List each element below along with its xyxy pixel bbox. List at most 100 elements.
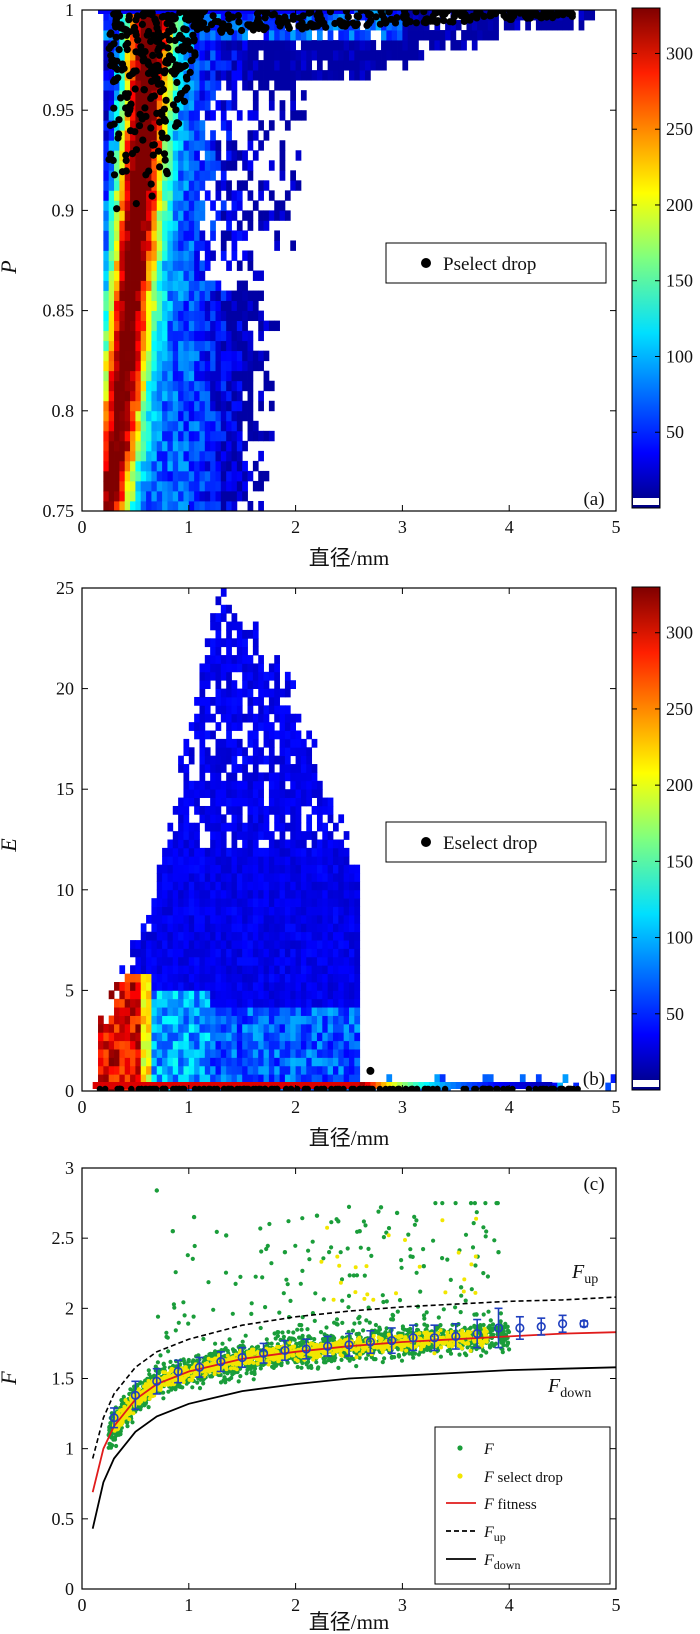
heatmap-cell bbox=[327, 923, 334, 933]
heatmap-cell bbox=[188, 110, 195, 121]
heatmap-cell bbox=[178, 822, 184, 832]
select-drop-point bbox=[261, 14, 269, 22]
heatmap-cell bbox=[338, 60, 345, 71]
heatmap-cell bbox=[140, 240, 147, 251]
heatmap-cell bbox=[252, 856, 259, 866]
heatmap-cell bbox=[290, 110, 296, 121]
heatmap-cell bbox=[172, 320, 179, 332]
heatmap-cell bbox=[172, 965, 179, 975]
heatmap-cell bbox=[172, 839, 179, 849]
heatmap-cell bbox=[247, 1065, 254, 1075]
heatmap-cell bbox=[220, 923, 227, 933]
heatmap-cell bbox=[263, 705, 270, 715]
heatmap-cell bbox=[188, 300, 195, 311]
heatmap-cell bbox=[231, 1074, 238, 1084]
heatmap-cell bbox=[167, 998, 174, 1008]
heatmap-cell bbox=[258, 747, 264, 757]
heatmap-cell bbox=[162, 260, 168, 271]
heatmap-cell bbox=[172, 130, 179, 141]
heatmap-cell bbox=[300, 931, 307, 941]
heatmap-cell bbox=[172, 1023, 179, 1033]
heatmap-cell bbox=[178, 956, 184, 966]
heatmap-cell bbox=[108, 430, 115, 442]
heatmap-cell bbox=[327, 1015, 334, 1025]
heatmap-cell bbox=[103, 480, 110, 492]
heatmap-cell bbox=[162, 1049, 168, 1058]
heatmap-cell bbox=[332, 822, 339, 832]
heatmap-cell bbox=[258, 1049, 264, 1058]
heatmap-cell bbox=[236, 220, 243, 231]
heatmap-cell bbox=[124, 420, 131, 432]
heatmap-cell bbox=[311, 1007, 318, 1016]
heatmap-cell bbox=[178, 831, 184, 840]
heatmap-cell bbox=[231, 480, 238, 492]
heatmap-cell bbox=[130, 360, 136, 372]
heatmap-cell bbox=[535, 1074, 542, 1084]
heatmap-cell bbox=[204, 410, 211, 422]
select-drop-point bbox=[190, 35, 198, 44]
heatmap-cell bbox=[258, 270, 264, 281]
heatmap-cell bbox=[332, 906, 339, 916]
heatmap-cell bbox=[236, 290, 243, 301]
heatmap-cell bbox=[215, 847, 222, 857]
heatmap-cell bbox=[290, 847, 296, 857]
heatmap-cell bbox=[258, 797, 264, 807]
heatmap-cell bbox=[327, 1007, 334, 1016]
heatmap-cell bbox=[295, 110, 302, 121]
heatmap-cell bbox=[172, 110, 179, 121]
heatmap-cell bbox=[156, 260, 163, 271]
heatmap-cell bbox=[172, 450, 179, 462]
heatmap-cell bbox=[231, 948, 238, 958]
select-drop-point bbox=[549, 1085, 557, 1091]
heatmap-cell bbox=[263, 755, 270, 765]
heatmap-cell bbox=[268, 789, 275, 798]
heatmap-base-cell bbox=[92, 1082, 99, 1089]
panel-b-label: (b) bbox=[583, 1069, 605, 1090]
heatmap-cell bbox=[236, 722, 243, 731]
heatmap-cell bbox=[162, 120, 168, 131]
heatmap-cell bbox=[178, 1074, 184, 1084]
heatmap-cell bbox=[295, 856, 302, 866]
heatmap-cell bbox=[332, 10, 339, 21]
heatmap-cell bbox=[263, 982, 270, 991]
heatmap-cell bbox=[354, 990, 361, 1000]
heatmap-cell bbox=[258, 80, 264, 91]
heatmap-cell bbox=[226, 965, 232, 975]
heatmap-cell bbox=[124, 210, 131, 221]
heatmap-cell bbox=[263, 898, 270, 907]
select-drop-point bbox=[409, 1085, 416, 1091]
heatmap-base-cell bbox=[450, 1082, 457, 1089]
heatmap-cell bbox=[151, 490, 158, 502]
heatmap-cell bbox=[284, 730, 291, 740]
heatmap-cell bbox=[210, 956, 216, 966]
heatmap-cell bbox=[162, 90, 168, 101]
heatmap-cell bbox=[183, 140, 190, 151]
heatmap-cell bbox=[130, 965, 136, 975]
heatmap-cell bbox=[226, 898, 232, 907]
heatmap-cell bbox=[130, 390, 136, 402]
heatmap-base-cell bbox=[183, 1082, 190, 1089]
heatmap-cell bbox=[151, 280, 158, 291]
heatmap-cell bbox=[247, 350, 254, 362]
heatmap-cell bbox=[322, 906, 329, 916]
heatmap-cell bbox=[140, 982, 147, 991]
heatmap-cell bbox=[290, 780, 296, 790]
heatmap-cell bbox=[252, 130, 259, 141]
heatmap-cell bbox=[343, 873, 350, 882]
heatmap-cell bbox=[114, 1057, 120, 1067]
heatmap-cell bbox=[332, 940, 339, 949]
heatmap-base-cell bbox=[381, 1082, 387, 1089]
heatmap-cell bbox=[231, 100, 238, 111]
green-point bbox=[297, 1335, 302, 1340]
heatmap-cell bbox=[140, 990, 147, 1000]
heatmap-cell bbox=[386, 20, 393, 31]
heatmap-cell bbox=[327, 1049, 334, 1058]
heatmap-cell bbox=[188, 873, 195, 882]
heatmap-cell bbox=[268, 120, 275, 131]
heatmap-cell bbox=[300, 1074, 307, 1084]
heatmap-cell bbox=[226, 500, 232, 511]
heatmap-cell bbox=[258, 696, 264, 706]
heatmap-cell bbox=[236, 60, 243, 71]
heatmap-cell bbox=[140, 965, 147, 975]
